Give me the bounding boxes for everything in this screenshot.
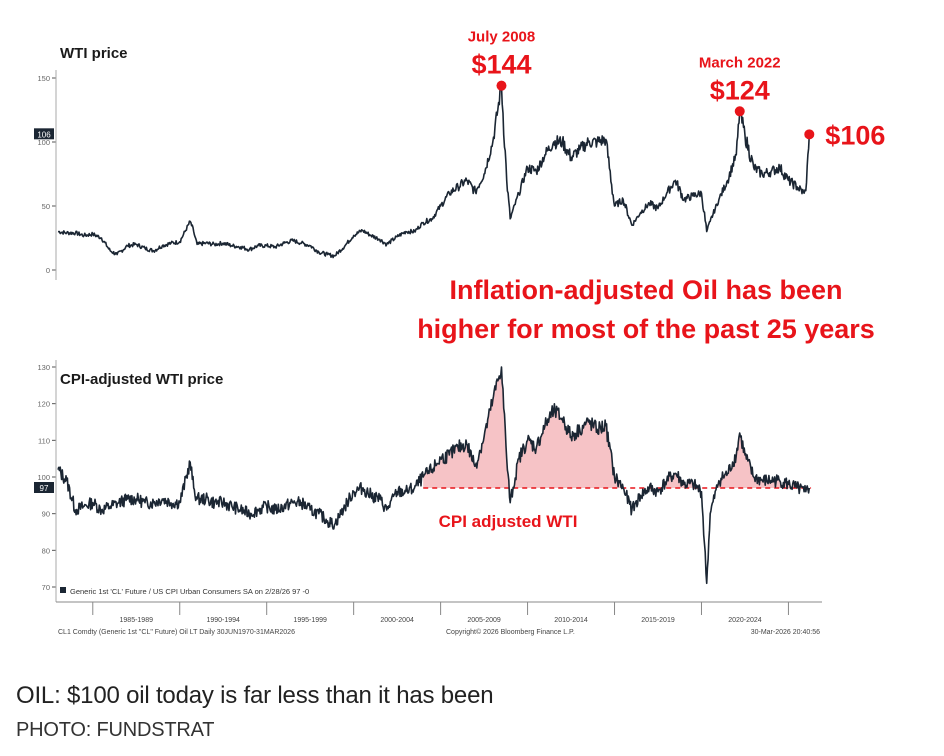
y-tick-label: 130: [37, 363, 50, 372]
peak-price-label: $124: [710, 75, 770, 105]
headline-line-2: higher for most of the past 25 years: [417, 314, 875, 344]
peak-marker: [734, 106, 745, 117]
wti-peak-annotations: July 2008 $144 March 2022 $124 $106: [468, 29, 886, 151]
y-tick-label: 120: [37, 400, 50, 409]
legend-text: Generic 1st 'CL' Future / US CPI Urban C…: [70, 587, 309, 596]
wti-last-value-tag: 106: [34, 128, 54, 140]
peak-marker: [804, 129, 815, 140]
wti-price-line: [57, 84, 811, 259]
x-bin-label: 2015-2019: [641, 617, 675, 624]
photo-credit: PHOTO: FUNDSTRAT: [16, 719, 215, 741]
peak-marker: [496, 80, 507, 91]
wti-price-title: WTI price: [60, 45, 128, 62]
headline: Inflation-adjusted Oil has been higher f…: [417, 275, 875, 344]
x-bin-label: 2010-2014: [554, 617, 588, 624]
y-tick-label: 70: [42, 583, 50, 592]
peak-date-label: July 2008: [468, 29, 536, 46]
cpi-adjusted-wti-annotation: CPI adjusted WTI: [439, 512, 578, 531]
y-tick-label: 0: [46, 266, 50, 275]
cpi-adjusted-panel: CPI-adjusted WTI price 70 80 90 100 110 120 13…: [34, 360, 812, 602]
y-tick-label: 50: [42, 202, 50, 211]
x-bin-label: 2020-2024: [728, 617, 762, 624]
wti-last-value-tag-text: 106: [37, 130, 51, 139]
legend: Generic 1st 'CL' Future / US CPI Urban C…: [60, 587, 309, 596]
footer-mid: Copyright© 2026 Bloomberg Finance L.P.: [446, 628, 575, 636]
cpi-last-value-tag-box: [34, 482, 54, 493]
wti-price-panel: WTI price 0 50 100 150 106 July 2008 $144 Mar…: [34, 29, 885, 280]
wti-y-ticks: 0 50 100 150: [37, 74, 56, 275]
x-bin-label: 2000-2004: [380, 617, 414, 624]
y-tick-label: 80: [42, 546, 50, 555]
cpi-y-ticks: 70 80 90 100 110 120 130: [37, 363, 56, 592]
cpi-last-value-tag: 97: [34, 482, 54, 493]
x-bin-dividers: [92, 602, 789, 615]
wti-last-value-tag-box: [34, 128, 54, 140]
peak-date-label: March 2022: [699, 54, 781, 71]
y-tick-label: 110: [38, 436, 50, 445]
x-bin-label: 1995-1999: [293, 617, 327, 624]
cpi-adjusted-title: CPI-adjusted WTI price: [60, 371, 223, 388]
cpi-last-value-tag-text: 97: [40, 484, 49, 493]
headline-line-1: Inflation-adjusted Oil has been: [449, 275, 842, 305]
y-tick-label: 150: [37, 74, 50, 83]
y-tick-label: 100: [37, 473, 50, 482]
legend-swatch: [60, 587, 66, 593]
x-bin-label: 2005-2009: [467, 617, 501, 624]
caption: OIL: $100 oil today is far less than it …: [16, 682, 494, 709]
current-price-label: $106: [825, 120, 885, 150]
x-bin-label: 1985-1989: [120, 617, 154, 624]
cpi-adjusted-line: [57, 366, 811, 585]
footer-right: 30-Mar-2026 20:40:56: [751, 629, 820, 636]
x-axis: 1985-1989 1990-1994 1995-1999 2000-2004 2005…: [56, 601, 822, 636]
peak-price-label: $144: [471, 50, 531, 80]
oil-chart-image: WTI price 0 50 100 150 106 July 2008 $144 Mar…: [34, 29, 885, 636]
footer-left: CL1 Comdty (Generic 1st "CL" Future) Oil…: [58, 629, 295, 636]
x-bin-labels: 1985-1989 1990-1994 1995-1999 2000-2004 2005…: [120, 617, 762, 624]
x-bin-label: 1990-1994: [206, 617, 240, 624]
y-tick-label: 100: [37, 138, 50, 147]
y-tick-label: 90: [42, 510, 50, 519]
